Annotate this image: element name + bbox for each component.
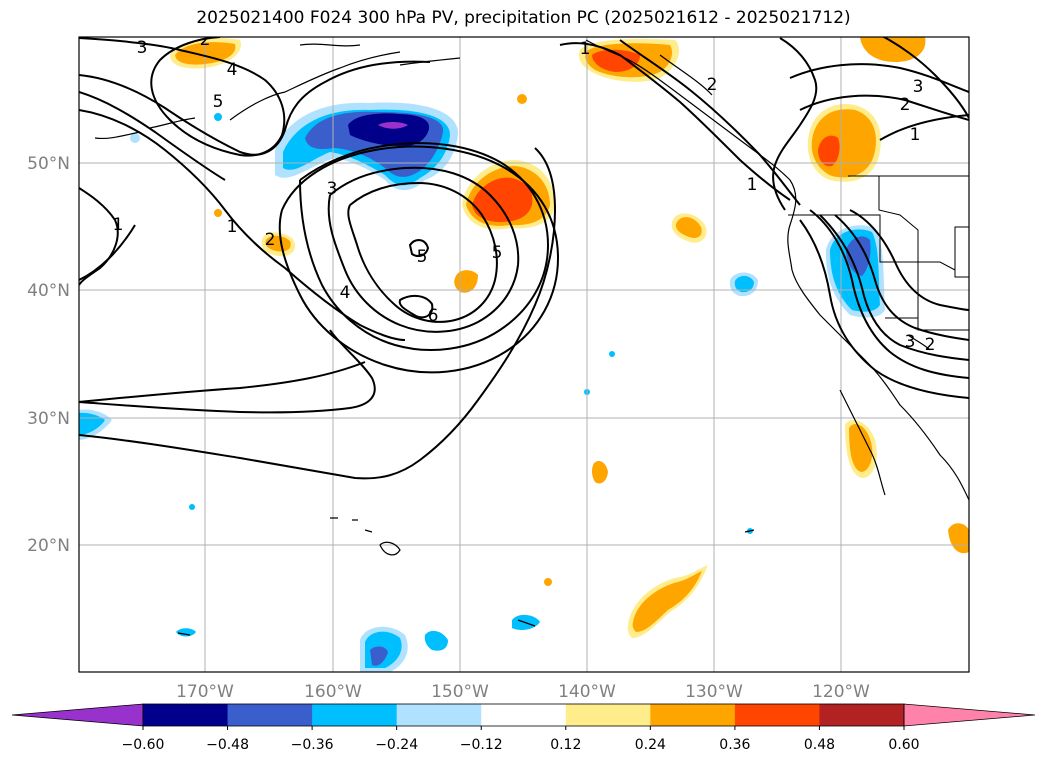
- colorbar-tick-label: −0.60: [122, 737, 165, 753]
- lon-label: 130°W: [685, 682, 743, 702]
- longitude-axis: 170°W 160°W 150°W 140°W 130°W 120°W: [176, 682, 870, 702]
- contour-label: 2: [707, 75, 718, 95]
- contour-label: 2: [200, 30, 211, 50]
- colorbar-extend-max: [903, 703, 1036, 727]
- contour-label: 1: [113, 215, 124, 235]
- colorbar-segment: [312, 704, 398, 726]
- colorbar-segment: [565, 704, 651, 726]
- colorbar-segment: [227, 704, 313, 726]
- colorbar-tick-label: −0.24: [375, 737, 418, 753]
- contour-label: 1: [580, 39, 591, 59]
- contour-label: 4: [340, 283, 351, 303]
- contour-label: 3: [327, 179, 338, 199]
- contour-label: 1: [227, 217, 238, 237]
- colorbar-segment: [481, 704, 567, 726]
- contour-label: 2: [925, 335, 936, 355]
- map-frame: [78, 36, 970, 673]
- contour-label: 6: [428, 306, 439, 326]
- graticule: [79, 37, 969, 672]
- lat-label: 40°N: [27, 281, 70, 301]
- contour-label: 1: [910, 125, 921, 145]
- colorbar-tick-label: 0.12: [550, 737, 581, 753]
- lon-label: 170°W: [176, 682, 234, 702]
- latitude-axis: 50°N 40°N 30°N 20°N: [27, 154, 70, 556]
- contour-label: 3: [905, 332, 916, 352]
- contour-label: 2: [265, 230, 276, 250]
- colorbar-extend-min: [11, 703, 144, 727]
- colorbar-tick-label: 0.48: [804, 737, 835, 753]
- lat-label: 20°N: [27, 536, 70, 556]
- lon-label: 140°W: [558, 682, 616, 702]
- colorbar-segment: [819, 704, 905, 726]
- colorbar-tick-label: 0.24: [635, 737, 666, 753]
- contour-label: 5: [213, 92, 224, 112]
- colorbar-tick-label: −0.36: [291, 737, 334, 753]
- contour-label: 2: [900, 95, 911, 115]
- lat-label: 30°N: [27, 409, 70, 429]
- contour-labels: 3 2 4 5 1 1 2 3 5 5 4 6 1 2 1 3 2 1 2 3: [113, 30, 936, 355]
- colorbar-tick-label: −0.12: [460, 737, 503, 753]
- colorbar-frame: [142, 703, 905, 727]
- borders: [788, 175, 969, 331]
- lon-label: 150°W: [431, 682, 489, 702]
- contour-label: 5: [492, 243, 503, 263]
- lat-label: 50°N: [27, 154, 70, 174]
- precip-shading: [79, 37, 969, 672]
- contour-label: 4: [227, 60, 238, 80]
- lon-label: 120°W: [812, 682, 870, 702]
- contour-label: 3: [137, 38, 148, 58]
- map-title: 2025021400 F024 300 hPa PV, precipitatio…: [196, 8, 851, 28]
- colorbar-tick-label: −0.48: [206, 737, 249, 753]
- contour-label: 3: [913, 77, 924, 97]
- contour-label: 5: [417, 247, 428, 267]
- colorbar-segment: [650, 704, 736, 726]
- colorbar-tick-label: 0.60: [888, 737, 919, 753]
- coastlines: [94, 39, 969, 636]
- colorbar-tick-label: 0.36: [719, 737, 750, 753]
- colorbar-segment: [396, 704, 482, 726]
- contour-label: 1: [747, 175, 758, 195]
- lon-label: 160°W: [304, 682, 362, 702]
- colorbar-segment: [143, 704, 229, 726]
- colorbar-segment: [734, 704, 820, 726]
- colorbar: −0.60 −0.48 −0.36 −0.24 −0.12 0.12 0.24 0.36 0.4…: [11, 703, 1036, 753]
- pv-contours: [79, 37, 969, 480]
